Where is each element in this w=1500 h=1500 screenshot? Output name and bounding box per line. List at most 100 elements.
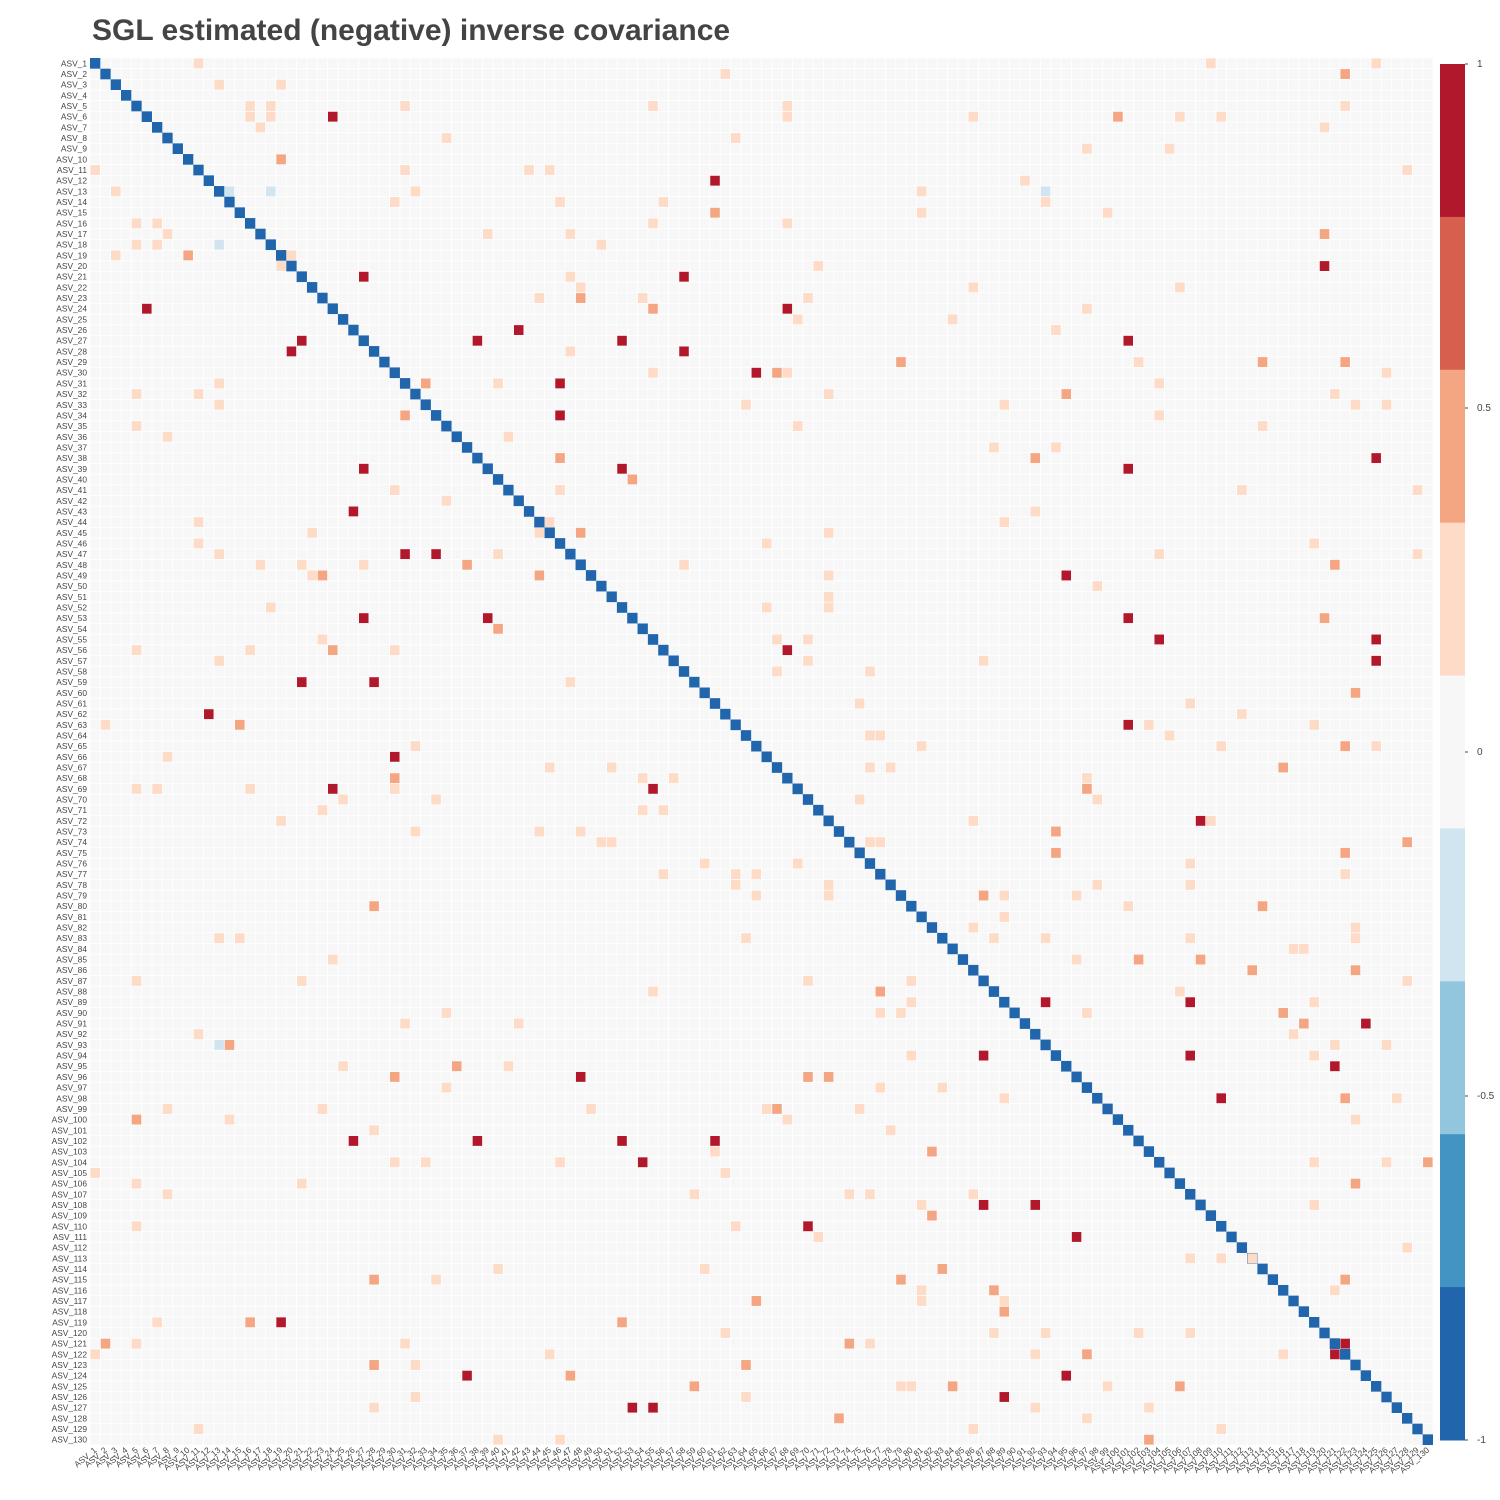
y-tick-label: ASV_119: [52, 1317, 87, 1327]
heatmap-cell: [1309, 997, 1319, 1008]
heatmap-cell: [255, 122, 266, 133]
heatmap-cell: [1216, 1253, 1226, 1264]
y-tick-label: ASV_63: [56, 720, 87, 730]
heatmap-cell: [968, 1189, 979, 1200]
heatmap-cell: [286, 346, 297, 357]
heatmap-cell: [710, 1146, 720, 1157]
heatmap-cell: [1278, 762, 1288, 773]
heatmap-cell: [266, 186, 276, 197]
heatmap-cell-diagonal: [968, 964, 979, 976]
heatmap-cell: [1350, 922, 1361, 933]
heatmap-cell: [224, 1114, 235, 1125]
heatmap-cell: [317, 634, 328, 645]
heatmap-cell: [297, 559, 307, 570]
heatmap-cell: [1216, 1093, 1226, 1104]
heatmap-cell: [1061, 1370, 1072, 1381]
heatmap-cell-diagonal: [678, 666, 690, 677]
heatmap-cell: [214, 399, 224, 410]
heatmap-cell: [782, 101, 793, 111]
heatmap-cell: [493, 378, 503, 389]
heatmap-cell: [1288, 1029, 1299, 1040]
y-tick-label: ASV_112: [52, 1243, 87, 1253]
heatmap-cell-diagonal: [926, 922, 938, 933]
heatmap-cell: [131, 1114, 142, 1125]
heatmap-cell: [1247, 1253, 1257, 1264]
y-tick-label: ASV_127: [52, 1403, 88, 1413]
y-tick-label: ASV_85: [56, 955, 87, 965]
y-tick-label: ASV_87: [56, 976, 87, 986]
heatmap-cell: [1020, 175, 1030, 186]
heatmap-cell: [1381, 1039, 1392, 1050]
y-tick-label: ASV_24: [56, 304, 87, 314]
heatmap-cell: [1309, 1050, 1319, 1061]
heatmap-cell: [544, 165, 555, 175]
colorbar-segment: [1440, 64, 1465, 218]
heatmap-cell: [1402, 837, 1412, 848]
heatmap-cell: [1092, 794, 1103, 805]
heatmap-cell: [493, 1434, 503, 1445]
heatmap-cell: [1040, 1328, 1051, 1338]
heatmap-cell-diagonal: [1340, 1348, 1351, 1360]
heatmap-cell: [555, 485, 565, 496]
heatmap-cell: [916, 741, 927, 752]
y-tick-label: ASV_18: [56, 240, 87, 250]
heatmap-cell: [906, 1381, 917, 1392]
heatmap-cell: [1330, 389, 1340, 400]
heatmap-cell-diagonal: [864, 858, 876, 869]
heatmap-cell: [803, 1071, 813, 1082]
heatmap-cell: [617, 1135, 627, 1146]
heatmap-cell: [307, 527, 317, 538]
heatmap-cell-diagonal: [1154, 1156, 1165, 1168]
heatmap-cell: [328, 111, 338, 122]
heatmap-cell: [162, 751, 173, 762]
heatmap-cell: [1412, 549, 1423, 560]
heatmap-cell: [1195, 815, 1206, 826]
y-tick-label: ASV_50: [56, 581, 87, 591]
y-tick-label: ASV_11: [57, 165, 87, 175]
y-tick-label: ASV_128: [52, 1413, 88, 1423]
heatmap-cell: [710, 175, 720, 186]
heatmap-cell: [441, 495, 452, 506]
heatmap-cell-diagonal: [1143, 1146, 1155, 1157]
heatmap-cell: [410, 1392, 421, 1402]
heatmap-cell: [472, 335, 483, 346]
heatmap-cell: [1082, 1349, 1092, 1360]
heatmap-cell: [978, 1200, 989, 1210]
y-tick-label: ASV_58: [56, 666, 87, 676]
y-tick-label: ASV_122: [52, 1349, 88, 1359]
heatmap-cell-diagonal: [1412, 1423, 1423, 1435]
heatmap-cell-diagonal: [317, 292, 328, 304]
heatmap-cell-diagonal: [358, 335, 369, 347]
colorbar-segment: [1440, 216, 1465, 371]
y-tick-label: ASV_77: [56, 869, 87, 879]
heatmap-cell: [544, 517, 555, 528]
y-tick-label: ASV_103: [52, 1147, 88, 1157]
y-tick-label: ASV_20: [56, 261, 87, 271]
heatmap-cell: [297, 677, 307, 688]
y-tick-label: ASV_32: [56, 389, 87, 399]
heatmap-cell-diagonal: [906, 900, 917, 912]
heatmap-cell: [854, 698, 865, 709]
y-tick-label: ASV_16: [56, 218, 87, 228]
heatmap-cell-diagonal: [792, 783, 803, 795]
heatmap-cell-diagonal: [244, 218, 256, 229]
heatmap-cell-diagonal: [182, 154, 194, 165]
heatmap-cell: [1309, 1157, 1319, 1168]
heatmap-cell: [637, 773, 648, 784]
y-tick-label: ASV_105: [52, 1168, 88, 1178]
y-tick-label: ASV_55: [56, 634, 87, 644]
heatmap-cell: [1164, 730, 1175, 741]
heatmap-cell: [792, 858, 803, 869]
heatmap-cell: [152, 783, 162, 794]
y-tick-label: ASV_97: [56, 1083, 87, 1093]
heatmap-cell: [111, 186, 121, 197]
heatmap-cell: [813, 261, 824, 271]
heatmap-cell: [823, 389, 834, 400]
heatmap-cell-diagonal: [1381, 1391, 1392, 1403]
heatmap-cell: [214, 79, 224, 90]
heatmap-cell: [916, 1285, 927, 1296]
heatmap-cell: [307, 570, 317, 581]
y-tick-label: ASV_57: [56, 656, 87, 666]
heatmap-cell-diagonal: [885, 879, 896, 891]
